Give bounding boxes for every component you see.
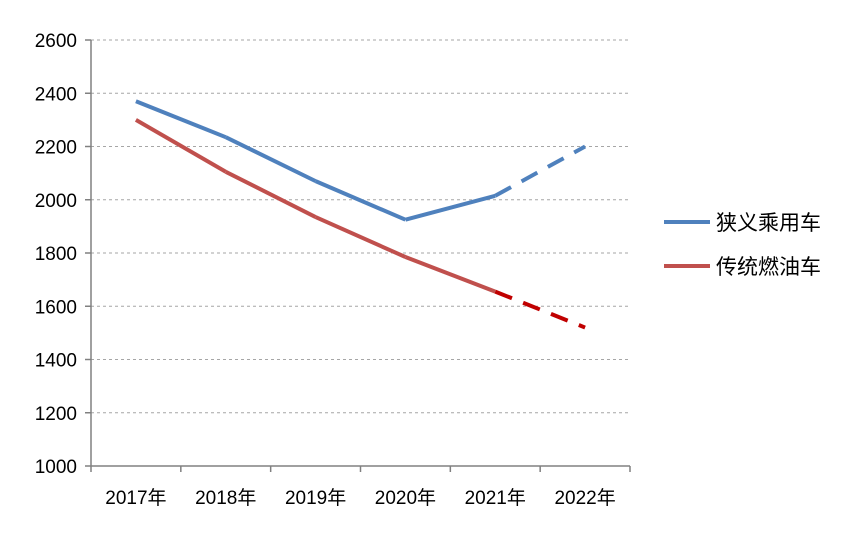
y-tick-label-4: 1800 — [35, 244, 77, 265]
y-tick-label-3: 1600 — [35, 297, 77, 318]
y-tick-label-8: 2600 — [35, 31, 77, 52]
series-0-segment-0 — [135, 99, 227, 140]
series-0-segment-3 — [404, 193, 496, 222]
series-1-segment-1 — [224, 170, 317, 219]
y-tick-label-5: 2000 — [35, 191, 77, 212]
series-layer — [134, 99, 587, 330]
x-tick-label-0: 2017年 — [105, 487, 166, 509]
series-1-segment-3 — [404, 255, 496, 294]
y-tick-label-0: 1000 — [35, 457, 77, 478]
legend-label-0: 狭义乘用车 — [716, 212, 821, 235]
x-tick-label-4: 2021年 — [465, 487, 526, 509]
x-tick-label-3: 2020年 — [375, 487, 436, 509]
series-1-segment-4 — [494, 289, 586, 330]
series-1-segment-0 — [134, 118, 227, 174]
series-1 — [134, 118, 586, 330]
series-0-segment-2 — [314, 179, 407, 222]
x-tick-label-5: 2022年 — [554, 487, 615, 509]
y-tick-label-1: 1200 — [35, 404, 77, 425]
series-0 — [135, 99, 587, 222]
series-0-segment-4 — [494, 144, 587, 198]
x-tick-label-2: 2019年 — [285, 487, 346, 509]
axis-layer: 1000 1200 1400 1600 1800 2000 2200 2400 2600 2017… — [35, 31, 631, 509]
series-1-segment-2 — [314, 215, 407, 259]
y-tick-label-6: 2200 — [35, 138, 77, 159]
legend-label-1: 传统燃油车 — [716, 256, 821, 279]
x-tick-label-1: 2018年 — [195, 487, 256, 509]
y-tick-label-2: 1400 — [35, 351, 77, 372]
series-0-segment-1 — [224, 135, 317, 183]
y-tick-label-7: 2400 — [35, 84, 77, 105]
grid-layer — [91, 39, 630, 414]
